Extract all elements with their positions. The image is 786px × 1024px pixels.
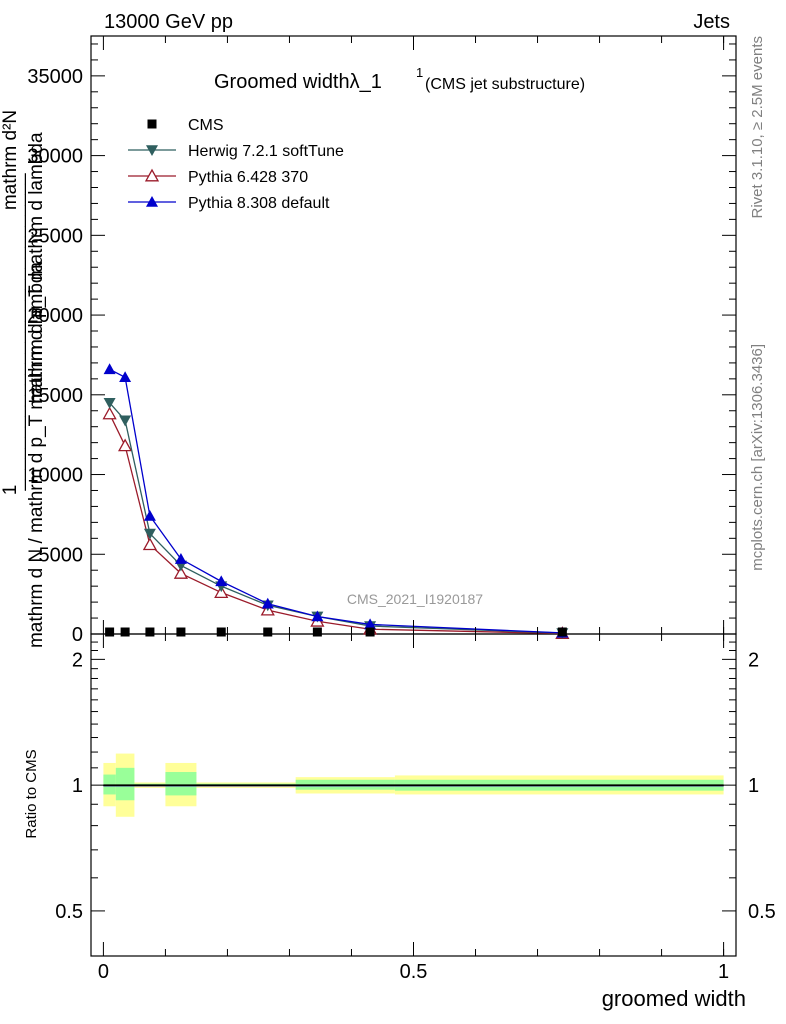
data-point xyxy=(103,363,116,375)
data-point xyxy=(364,618,377,630)
legend-label: Pythia 6.428 370 xyxy=(188,169,308,186)
mcplots-label: mcplots.cern.ch [arXiv:1306.3436] xyxy=(749,344,766,571)
data-point xyxy=(173,566,189,579)
main-ytick-label: 5000 xyxy=(39,544,84,566)
series-line-2 xyxy=(109,413,563,635)
data-point xyxy=(174,553,187,564)
series-line-3 xyxy=(109,368,563,634)
xtick-label: 0 xyxy=(98,961,109,983)
data-point xyxy=(311,610,324,622)
data-point xyxy=(120,627,130,637)
title-subtitle: (CMS jet substructure) xyxy=(425,76,585,93)
legend-label: Herwig 7.2.1 softTune xyxy=(188,143,344,160)
rivet-label: Rivet 3.1.10, ≥ 2.5M events xyxy=(749,36,766,219)
data-point xyxy=(216,627,226,637)
legend-marker xyxy=(146,145,158,156)
data-point xyxy=(143,528,156,540)
legend-marker xyxy=(146,196,158,207)
main-ytick-label: 0 xyxy=(72,624,83,646)
x-axis-label: groomed width xyxy=(602,986,746,1011)
legend-marker xyxy=(144,168,160,182)
header-jets-label: Jets xyxy=(693,11,730,33)
data-point xyxy=(365,627,375,637)
ylabel-fraction-line: ______________________________ xyxy=(6,173,27,491)
ratio-axis-ticks: 0.5 0.5 1 1 2 2 0 0.5 1 xyxy=(55,36,776,983)
main-y-axis-label: mathrm d²N _____________________________… xyxy=(0,110,47,648)
data-point xyxy=(261,597,274,609)
main-series-layer xyxy=(102,363,570,640)
data-point xyxy=(142,537,158,551)
legend: CMS Herwig 7.2.1 softTune Pythia 6.428 370… xyxy=(128,117,344,212)
ratio-ytick-label-left: 2 xyxy=(72,649,83,671)
legend-marker xyxy=(147,119,157,129)
ratio-ytick-label-right: 1 xyxy=(748,775,759,797)
data-point xyxy=(103,397,116,409)
main-ytick-label: 25000 xyxy=(27,225,83,247)
data-point xyxy=(263,627,273,637)
data-point xyxy=(118,438,133,452)
title-main: Groomed widthλ_1 xyxy=(214,71,382,93)
ylabel-mid: mathrm d p_T mathrm d lambda xyxy=(26,132,47,403)
header-energy-label: 13000 GeV pp xyxy=(104,11,233,33)
legend-label: Pythia 8.308 default xyxy=(188,195,330,212)
data-point xyxy=(312,627,322,637)
ylabel-top: mathrm d²N xyxy=(0,110,21,210)
main-ytick-label: 20000 xyxy=(27,305,83,327)
main-ytick-label: 35000 xyxy=(27,66,83,88)
xtick-label: 0.5 xyxy=(400,961,428,983)
data-point xyxy=(176,627,186,637)
data-point xyxy=(119,371,132,383)
data-point xyxy=(105,627,115,637)
ratio-ytick-label-right: 0.5 xyxy=(748,901,776,923)
ylabel-one: 1 xyxy=(0,485,21,496)
ratio-ytick-label-left: 0.5 xyxy=(55,901,83,923)
ratio-y-axis-label: Ratio to CMS xyxy=(23,749,40,838)
main-axis-ticks: 0 5000 10000 15000 20000 25000 30000 35000 xyxy=(27,43,736,646)
title-superscript: 1 xyxy=(416,65,423,80)
data-point xyxy=(143,509,156,521)
data-point xyxy=(102,406,117,420)
ratio-ytick-label-right: 2 xyxy=(748,649,759,671)
ratio-ytick-label-left: 1 xyxy=(72,775,83,797)
ratio-band-inner xyxy=(115,767,135,801)
ylabel-bottom: mathrm d N / mathrm d p_T mathrm d lambd… xyxy=(26,262,47,649)
analysis-watermark: CMS_2021_I1920187 xyxy=(347,591,483,607)
main-ytick-label: 30000 xyxy=(27,146,83,168)
data-point xyxy=(119,415,132,427)
ratio-bands-layer xyxy=(103,753,724,817)
main-ytick-label: 10000 xyxy=(27,465,83,487)
data-point xyxy=(215,575,228,587)
main-ytick-label: 15000 xyxy=(27,385,83,407)
main-plot-title: Groomed widthλ_1 1 (CMS jet substructure… xyxy=(214,65,585,93)
data-point xyxy=(145,627,155,637)
data-point xyxy=(557,627,567,637)
xtick-label: 1 xyxy=(718,961,729,983)
ratio-band-inner xyxy=(165,772,197,796)
series-line-1 xyxy=(109,402,563,634)
legend-label: CMS xyxy=(188,117,224,134)
